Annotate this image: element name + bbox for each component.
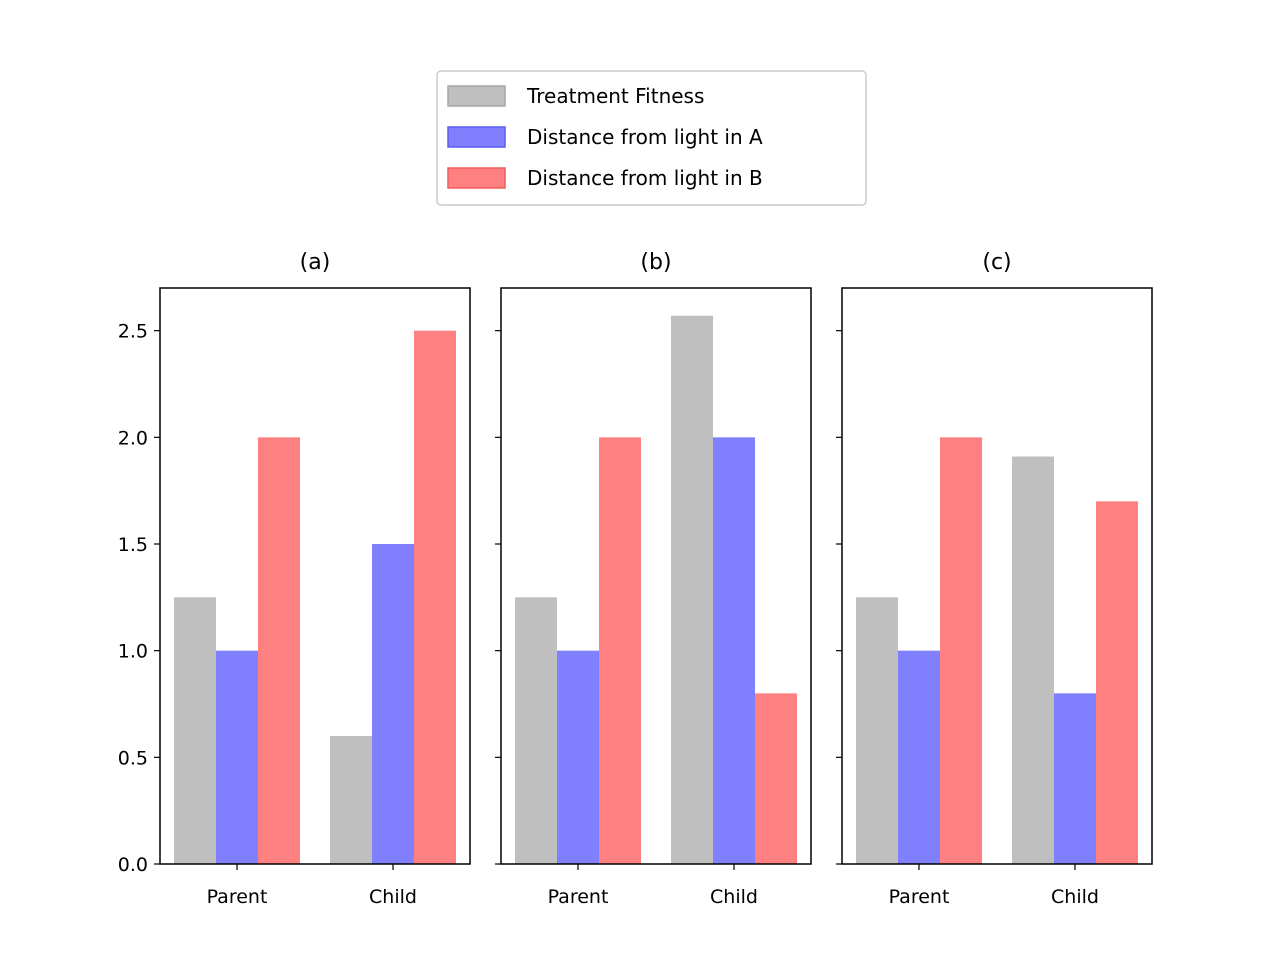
x-tick-label: Child: [1051, 886, 1099, 908]
legend-label-2: Distance from light in A: [527, 125, 763, 149]
bar-child-series-1: [671, 315, 713, 864]
bar-child-series-2: [713, 437, 755, 864]
bar-parent-series-1: [856, 597, 898, 864]
y-tick-label: 1.0: [118, 641, 148, 663]
y-tick-label: 2.0: [118, 427, 148, 449]
bar-child-series-1: [330, 736, 372, 864]
legend-frame: [436, 70, 867, 206]
y-tick-label: 1.5: [118, 534, 148, 556]
panel-frame: [841, 287, 1153, 865]
panel-2: (b) Parent Child: [495, 250, 812, 908]
panel-frame: [159, 287, 471, 865]
bar-parent-series-3: [940, 437, 982, 864]
x-tick-label: Parent: [207, 886, 268, 908]
y-tick-label: 2.5: [118, 321, 148, 343]
legend-swatch-2: [447, 126, 506, 148]
bar-child-series-1: [1012, 456, 1054, 864]
bar-parent-series-2: [557, 650, 599, 864]
x-tick-label: Parent: [889, 886, 950, 908]
bar-child-series-3: [1096, 501, 1138, 864]
bar-child-series-2: [1054, 693, 1096, 864]
bar-parent-series-2: [898, 650, 940, 864]
bar-parent-series-1: [174, 597, 216, 864]
legend-swatch-1: [447, 85, 506, 107]
y-tick-label: 0.5: [118, 747, 148, 769]
panel-1: (a) Parent Child 0.0 0.5 1.0 1.5 2.0 2.5: [118, 250, 471, 908]
bar-parent-series-3: [599, 437, 641, 864]
bar-parent-series-2: [216, 650, 258, 864]
legend-label-3: Distance from light in B: [527, 166, 763, 190]
x-tick-label: Child: [710, 886, 758, 908]
bar-parent-series-3: [258, 437, 300, 864]
legend: Treatment Fitness Distance from light in …: [436, 70, 867, 206]
legend-swatch-3: [447, 167, 506, 189]
panel-title: (c): [982, 250, 1011, 275]
bar-child-series-3: [414, 330, 456, 865]
x-tick-label: Parent: [548, 886, 609, 908]
y-tick-label: 0.0: [118, 854, 148, 876]
chart-panels: (a) Parent Child 0.0 0.5 1.0 1.5 2.0 2.5 (b) Paren…: [118, 250, 1153, 908]
panel-title: (a): [300, 250, 331, 275]
bar-child-series-3: [755, 693, 797, 864]
bar-parent-series-1: [515, 597, 557, 864]
panel-3: (c) Parent Child: [836, 250, 1153, 908]
bar-child-series-2: [372, 544, 414, 864]
x-tick-label: Child: [369, 886, 417, 908]
panel-title: (b): [640, 250, 671, 275]
panel-frame: [500, 287, 812, 865]
legend-label-1: Treatment Fitness: [526, 84, 704, 108]
